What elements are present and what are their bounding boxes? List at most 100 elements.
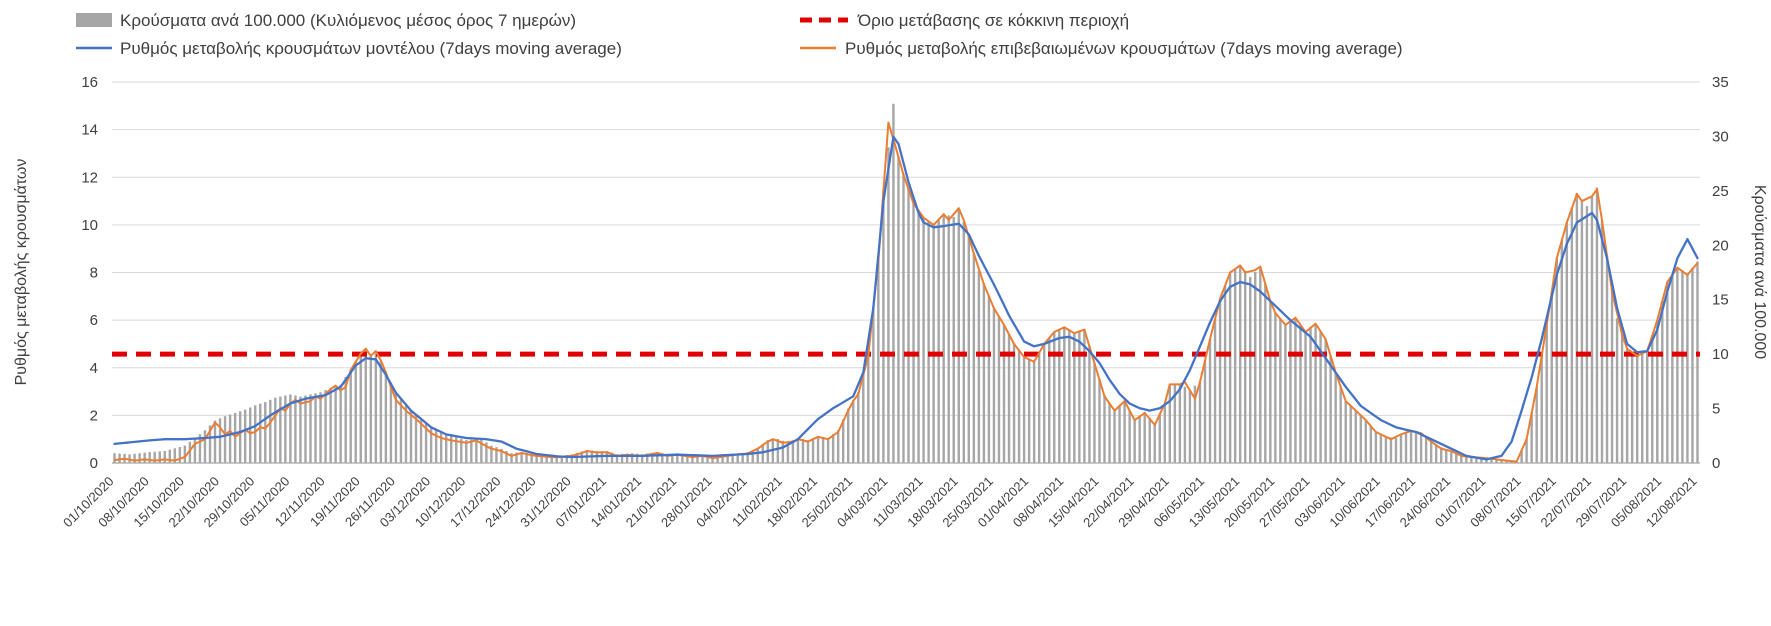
- bar: [872, 306, 875, 463]
- bar: [781, 440, 785, 463]
- bars-swatch-icon: [76, 13, 112, 27]
- bar: [198, 434, 202, 463]
- bar: [444, 434, 448, 463]
- bar: [274, 397, 277, 463]
- bar: [811, 437, 815, 463]
- bar: [1274, 312, 1277, 463]
- bar: [1198, 381, 1202, 463]
- bar: [480, 439, 483, 463]
- bar: [495, 447, 498, 463]
- bar: [746, 452, 749, 463]
- bar: [1565, 222, 1569, 463]
- bar: [1269, 300, 1272, 463]
- bar: [1490, 458, 1493, 463]
- bar: [118, 453, 121, 463]
- bar: [791, 440, 795, 463]
- bar: [1279, 318, 1282, 463]
- bar: [364, 348, 367, 463]
- bar: [1168, 384, 1172, 463]
- bar: [1093, 362, 1096, 463]
- bar: [1148, 417, 1151, 463]
- bar: [354, 361, 357, 463]
- bar: [1193, 385, 1197, 463]
- bar: [384, 371, 388, 463]
- bar: [1666, 282, 1669, 463]
- bar: [535, 454, 538, 463]
- bar: [374, 350, 378, 463]
- bar: [500, 448, 503, 463]
- bar: [1505, 460, 1508, 463]
- bar: [279, 396, 282, 463]
- bar: [178, 446, 182, 463]
- left-axis-tick-label: 14: [81, 122, 98, 139]
- bar: [203, 430, 207, 463]
- bar: [1359, 415, 1362, 463]
- bar: [957, 208, 960, 463]
- bar: [671, 453, 674, 463]
- bar: [223, 416, 227, 463]
- bar: [1661, 301, 1664, 463]
- legend-label-cases-bars: Κρούσματα ανά 100.000 (Κυλιόμενος μέσος …: [120, 11, 576, 30]
- bar: [414, 415, 418, 463]
- bar: [1153, 423, 1156, 463]
- bar: [1635, 356, 1639, 463]
- bar: [1002, 324, 1006, 463]
- bar: [691, 456, 694, 463]
- bar: [1183, 386, 1187, 463]
- bar: [1188, 390, 1192, 463]
- bar: [821, 436, 825, 463]
- bar: [1163, 403, 1167, 463]
- bar: [1676, 267, 1679, 463]
- bar: [1027, 359, 1031, 463]
- bar: [389, 382, 393, 463]
- bar: [1470, 457, 1473, 463]
- bar: [1641, 353, 1644, 463]
- bar: [796, 437, 800, 463]
- bar: [309, 394, 312, 463]
- bar: [1605, 256, 1609, 463]
- right-axis-tick-label: 20: [1712, 237, 1729, 254]
- bar: [299, 396, 302, 463]
- bar: [997, 316, 1001, 463]
- bar: [560, 455, 563, 463]
- left-axis-tick-label: 12: [81, 169, 98, 186]
- bar: [550, 455, 553, 463]
- bar: [1223, 285, 1227, 463]
- bar: [153, 451, 156, 463]
- bar: [233, 412, 237, 463]
- confirmed-rate-line: [113, 121, 1699, 463]
- bar: [1053, 332, 1056, 463]
- bar: [982, 283, 986, 463]
- bar: [1434, 444, 1438, 463]
- bar: [248, 407, 252, 463]
- bar: [530, 453, 533, 463]
- bar: [917, 210, 920, 463]
- bar: [992, 308, 996, 463]
- bar: [540, 454, 543, 463]
- bar: [877, 258, 880, 463]
- bar: [1048, 337, 1051, 463]
- bar: [847, 408, 850, 463]
- bar: [841, 419, 845, 463]
- bar: [1625, 348, 1629, 463]
- bar: [625, 453, 629, 463]
- bar: [515, 452, 518, 463]
- bar: [324, 390, 327, 463]
- bar: [696, 455, 699, 463]
- bar: [1022, 357, 1026, 463]
- bar: [1103, 395, 1106, 463]
- bar: [947, 215, 950, 463]
- bar: [907, 188, 910, 463]
- bar: [1113, 409, 1116, 463]
- model-rate-polyline: [113, 135, 1699, 461]
- bar: [259, 403, 262, 463]
- bar: [475, 439, 478, 463]
- bar: [1429, 440, 1433, 463]
- bar: [1218, 298, 1222, 463]
- bar: [706, 456, 709, 463]
- bar: [786, 442, 790, 463]
- bar: [404, 405, 408, 463]
- bar: [294, 395, 297, 463]
- bar: [158, 451, 161, 463]
